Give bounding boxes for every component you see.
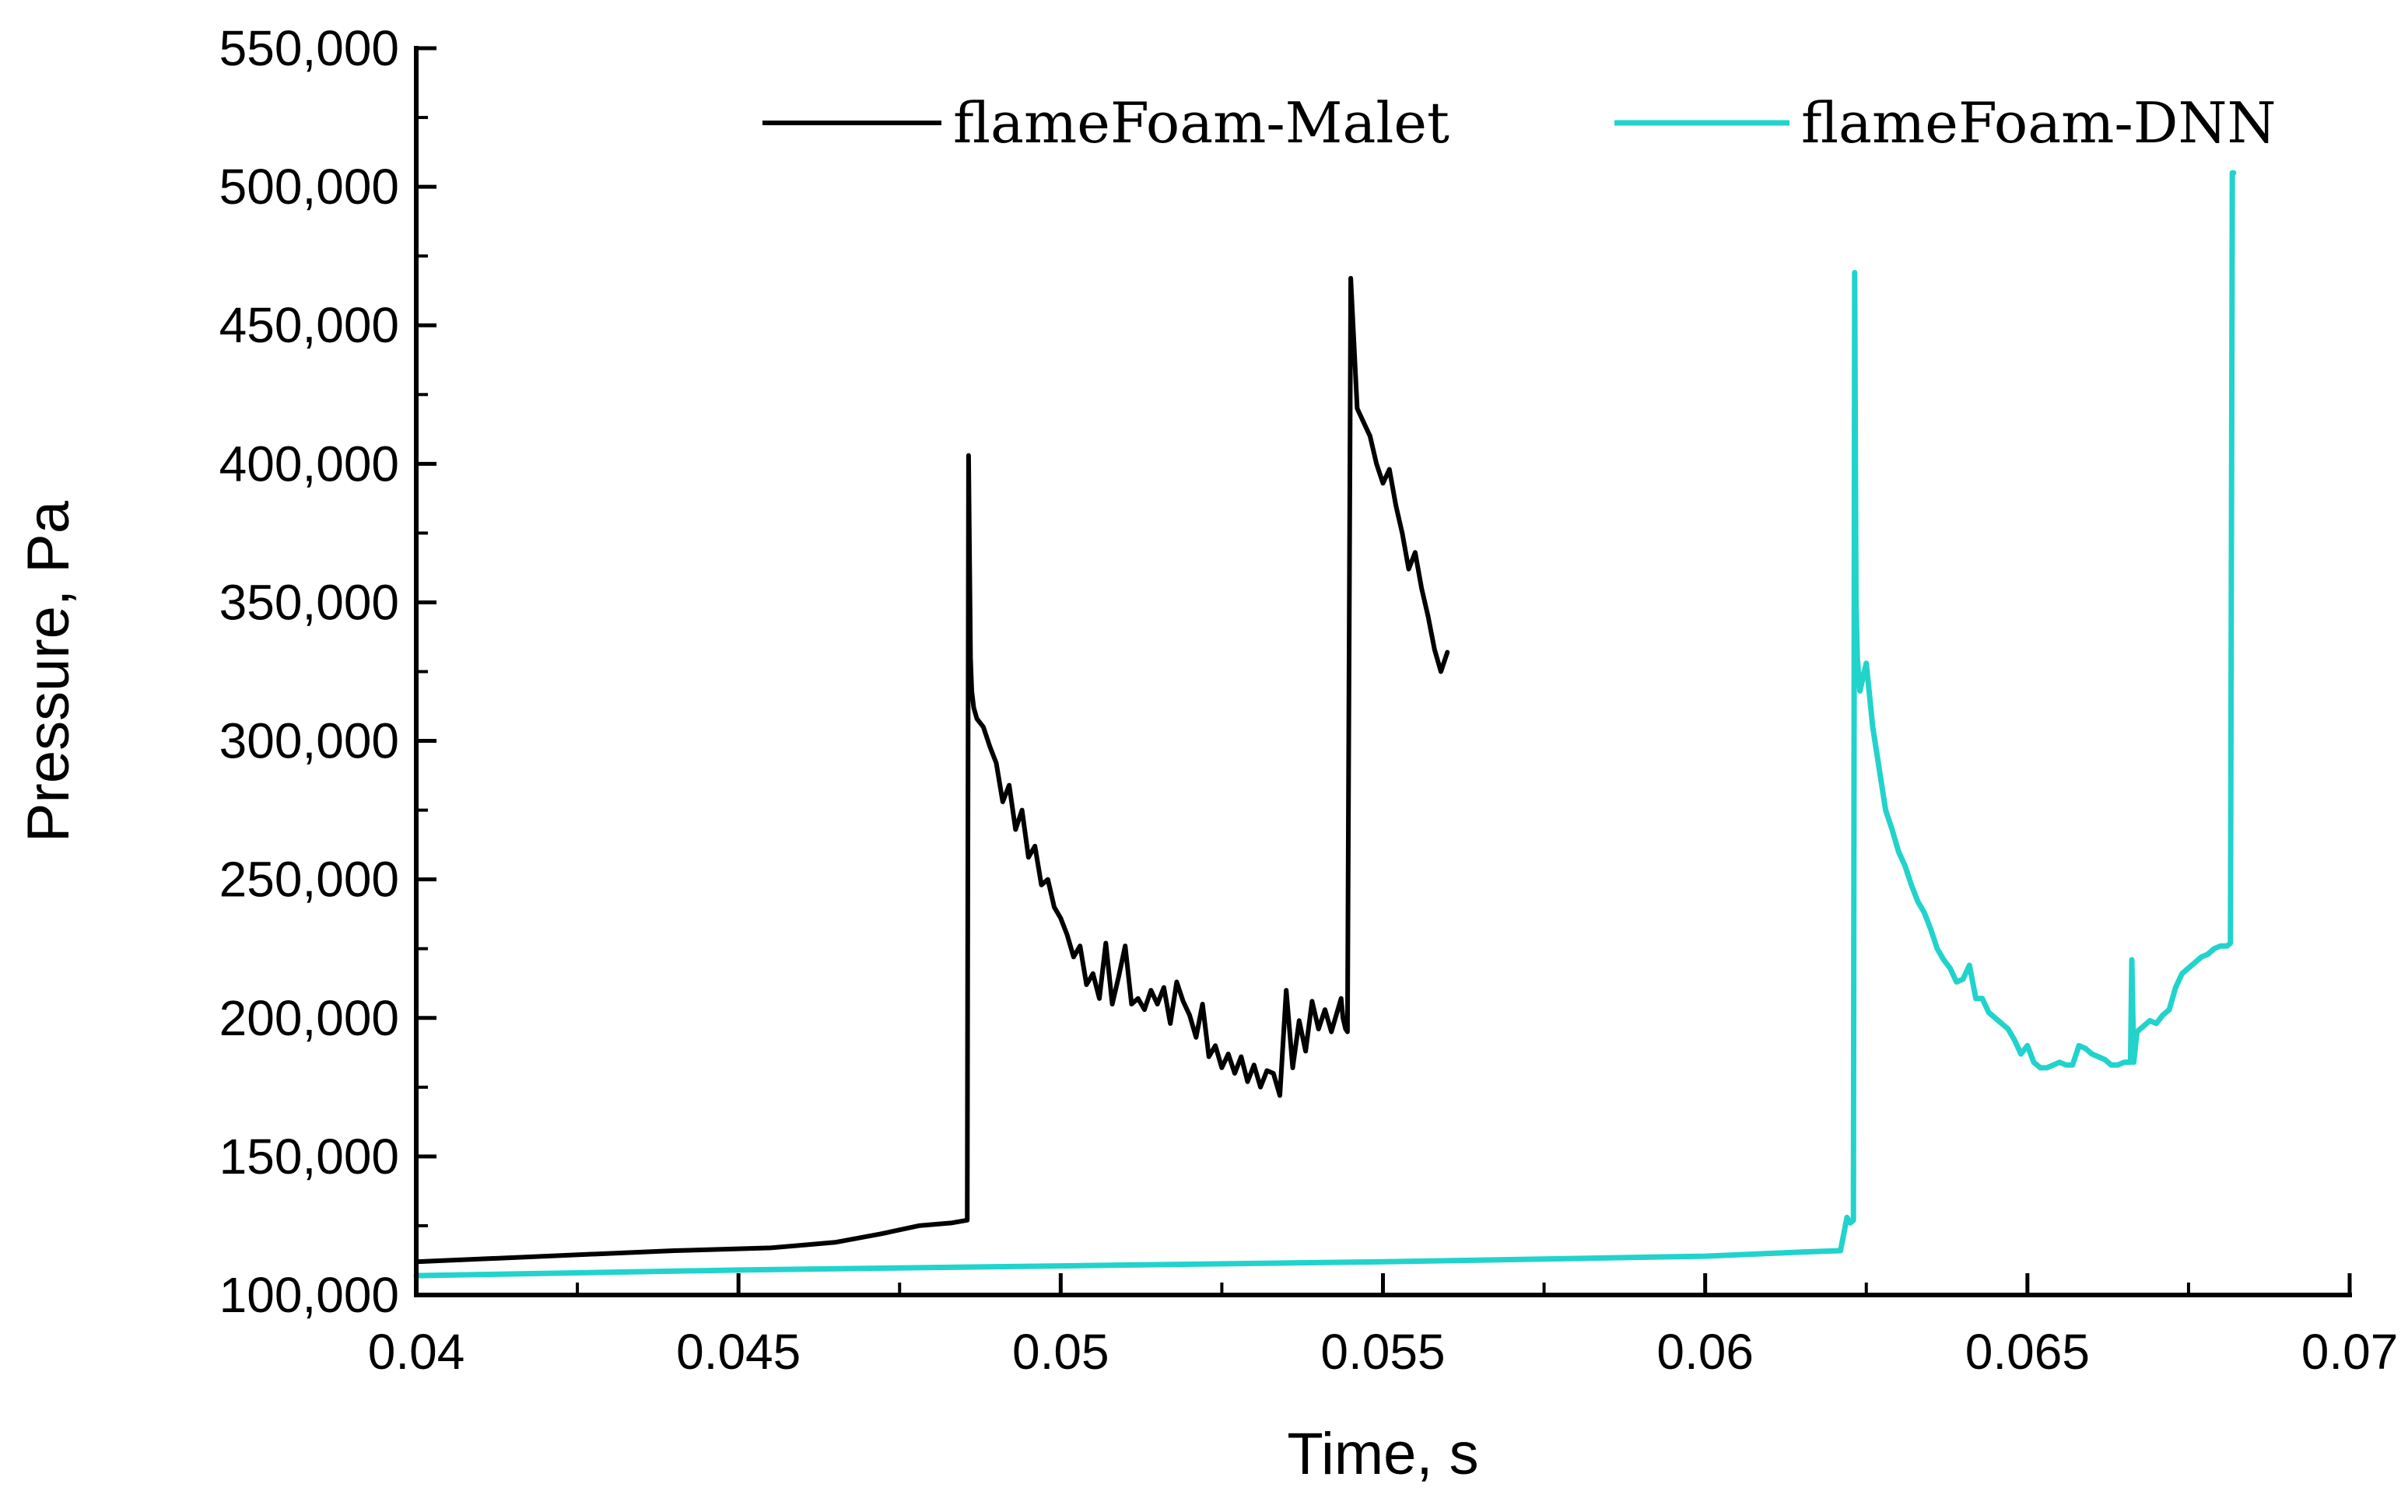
x-tick-label: 0.06 bbox=[1656, 1324, 1754, 1380]
legend-label: flameFoam-Malet bbox=[953, 90, 1449, 156]
y-tick-label: 400,000 bbox=[219, 436, 399, 492]
series-line-0 bbox=[414, 275, 1450, 1265]
x-tick-label: 0.045 bbox=[676, 1324, 801, 1380]
y-axis-label: Pressure, Pa bbox=[16, 500, 82, 842]
y-tick-label: 250,000 bbox=[219, 852, 399, 908]
y-tick-label: 450,000 bbox=[219, 297, 399, 353]
y-tick-label: 200,000 bbox=[219, 990, 399, 1046]
x-tick-label: 0.065 bbox=[1965, 1324, 2090, 1380]
series-line-1 bbox=[413, 170, 2237, 1279]
y-tick-label: 550,000 bbox=[219, 20, 399, 76]
series-layer bbox=[413, 170, 2237, 1279]
y-tick-label: 500,000 bbox=[219, 159, 399, 215]
y-tick-label: 100,000 bbox=[219, 1267, 399, 1323]
x-axis-label: Time, s bbox=[1287, 1421, 1478, 1487]
x-tick-label: 0.055 bbox=[1320, 1324, 1445, 1380]
legend-label: flameFoam-DNN bbox=[1801, 90, 2276, 156]
x-tick-label: 0.05 bbox=[1012, 1324, 1109, 1380]
ticks-layer: 0.04 0.045 0.05 0.055 0.06 0.065 0.07 100,000 15… bbox=[219, 20, 2399, 1380]
axes-layer bbox=[414, 46, 2352, 1297]
y-tick-label: 150,000 bbox=[219, 1129, 399, 1185]
y-tick-label: 300,000 bbox=[219, 713, 399, 769]
x-tick-label: 0.04 bbox=[368, 1324, 465, 1380]
y-tick-label: 350,000 bbox=[219, 574, 399, 630]
x-tick-label: 0.07 bbox=[2301, 1324, 2399, 1380]
legend: flameFoam-Malet flameFoam-DNN bbox=[762, 90, 2276, 156]
